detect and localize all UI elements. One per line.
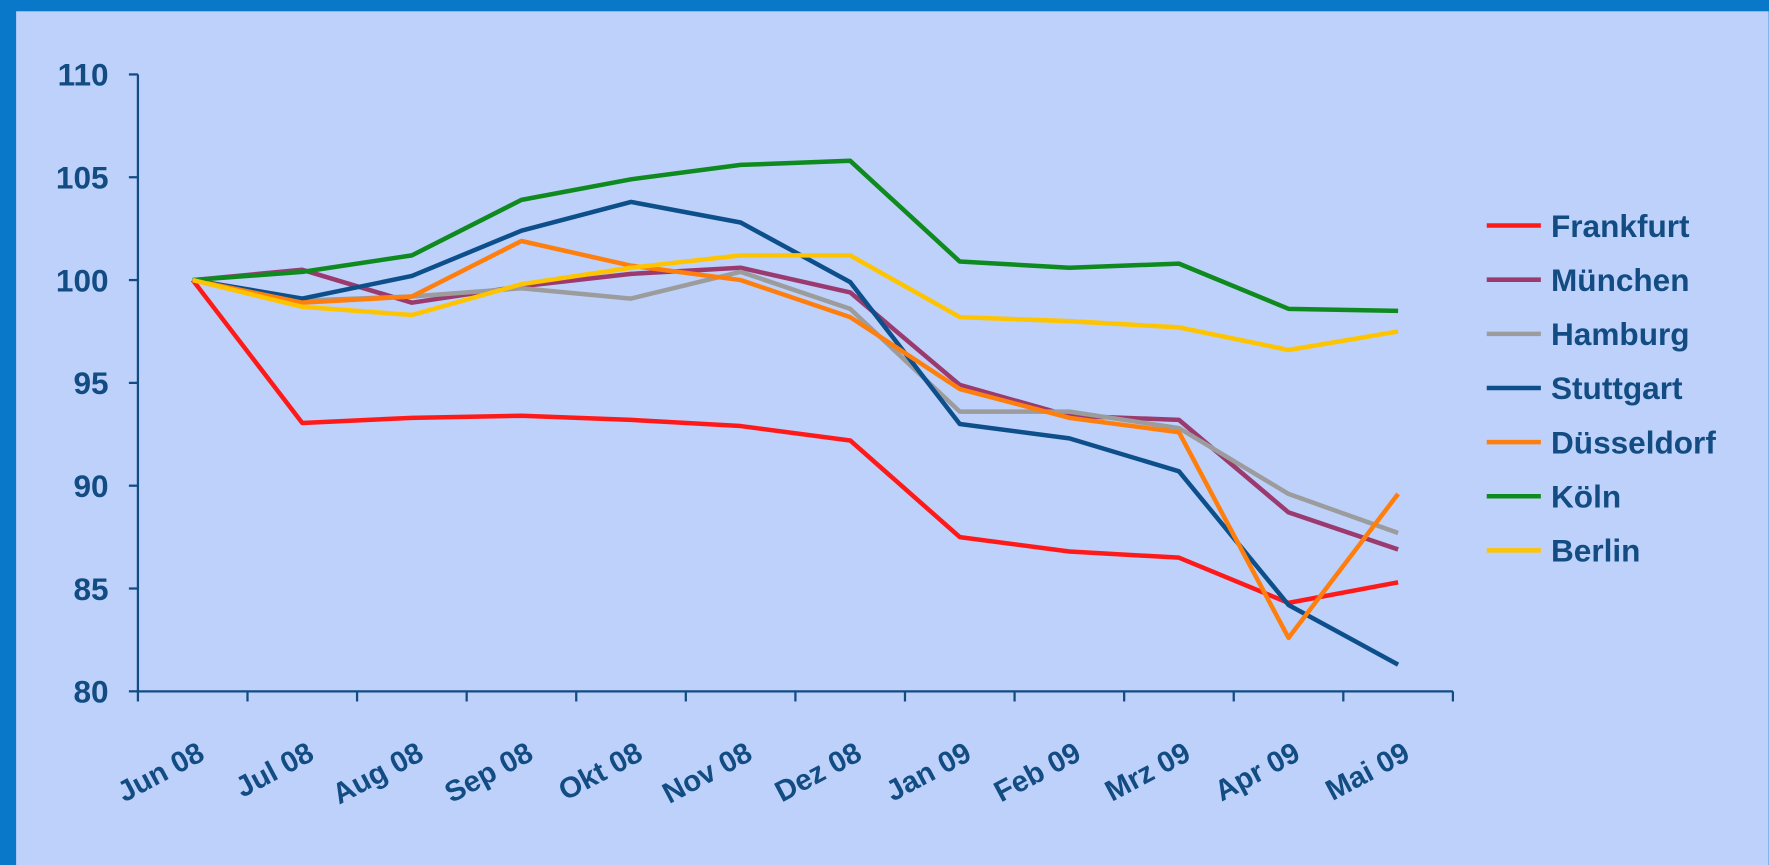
y-tick-label: 100: [56, 262, 109, 298]
legend-label: Hamburg: [1551, 316, 1690, 352]
legend-label: Stuttgart: [1551, 370, 1683, 406]
legend-label: Berlin: [1551, 533, 1640, 569]
y-tick-label: 105: [56, 160, 109, 196]
legend-label: Frankfurt: [1551, 208, 1690, 244]
y-tick-label: 85: [73, 571, 108, 607]
series-line: [192, 238, 1400, 641]
plot-background: [16, 11, 1769, 865]
series-line: [192, 199, 1400, 667]
y-tick-label: 95: [73, 365, 108, 401]
legend-label: München: [1551, 262, 1690, 298]
series-line: [192, 253, 1399, 353]
y-tick-label: 90: [73, 468, 108, 504]
series-line: [190, 278, 1399, 606]
legend-label: Düsseldorf: [1551, 424, 1716, 460]
series-line: [192, 158, 1399, 314]
y-tick-label: 80: [73, 674, 108, 710]
legend-label: Köln: [1551, 478, 1621, 514]
y-tick-label: 110: [58, 57, 109, 93]
